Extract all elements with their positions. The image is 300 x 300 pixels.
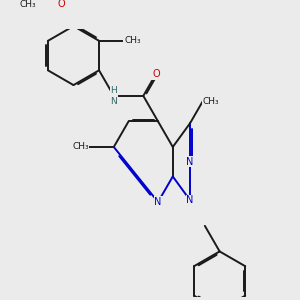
Text: CH₃: CH₃	[124, 36, 141, 45]
Text: CH₃: CH₃	[203, 97, 219, 106]
Text: N: N	[154, 197, 162, 207]
Text: N: N	[186, 157, 194, 167]
Text: H
N: H N	[110, 86, 117, 106]
Text: CH₃: CH₃	[72, 142, 89, 152]
Text: N: N	[186, 195, 194, 205]
Text: CH₃: CH₃	[19, 0, 36, 9]
Text: O: O	[57, 0, 65, 9]
Text: O: O	[152, 69, 160, 79]
